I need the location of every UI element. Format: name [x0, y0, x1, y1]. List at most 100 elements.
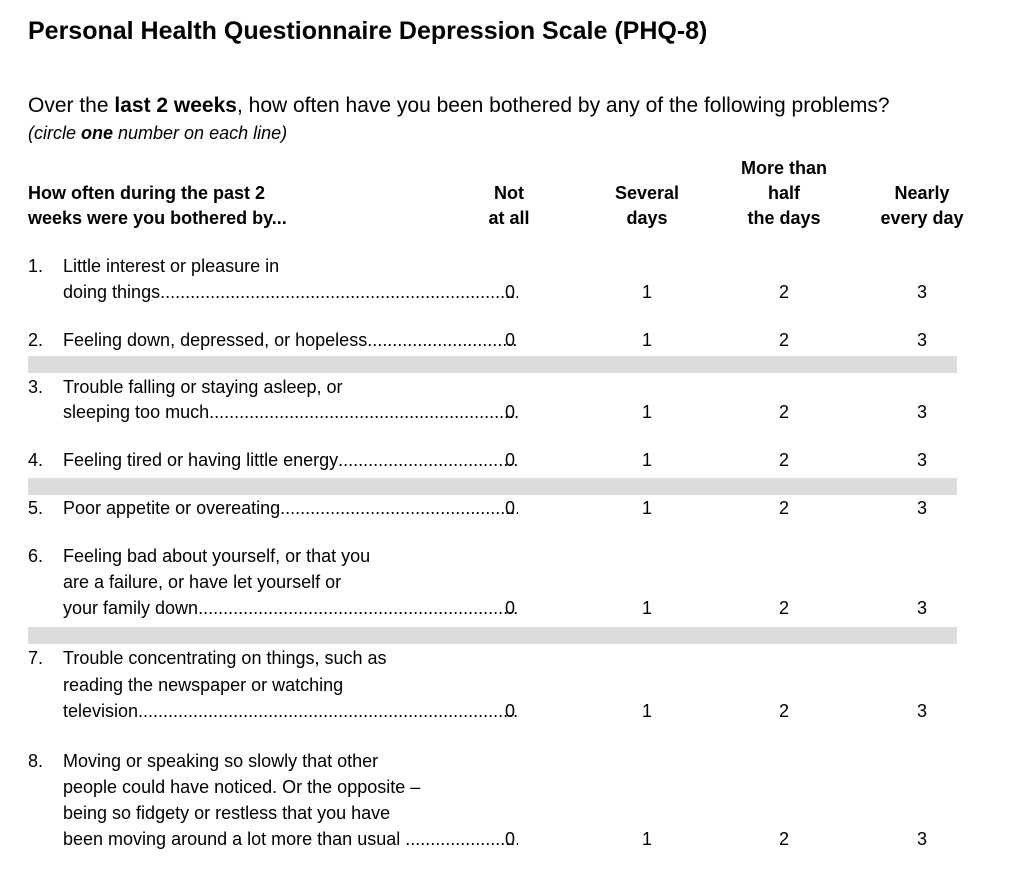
item-number: 5. — [28, 498, 44, 518]
item-last-line: been moving around a lot more than usual… — [63, 826, 518, 852]
item-number: 1. — [28, 256, 44, 276]
instruction: (circle one number on each line) — [28, 121, 287, 145]
score-option[interactable]: 1 — [641, 829, 652, 849]
row-header: How often during the past 2 weeks were y… — [28, 181, 287, 231]
question-emphasis: last 2 weeks — [114, 94, 237, 117]
score-option[interactable]: 0 — [504, 701, 515, 721]
row-separator-band — [28, 478, 957, 495]
item-number: 3. — [28, 377, 44, 397]
score-option[interactable]: 1 — [641, 450, 652, 470]
item-last-line: your family down .......................… — [63, 595, 518, 621]
score-option[interactable]: 2 — [778, 498, 789, 518]
item-last-line: Feeling tired or having little energy ..… — [63, 447, 518, 473]
row-separator-band — [28, 627, 957, 644]
score-option[interactable]: 1 — [641, 282, 652, 302]
question-pre: Over the — [28, 94, 115, 117]
instruction-pre: (circle — [28, 123, 81, 143]
item-last-line: Feeling down, depressed, or hopeless ...… — [63, 327, 518, 353]
question-post: , how often have you been bothered by an… — [236, 94, 890, 117]
score-option[interactable]: 3 — [916, 402, 927, 422]
score-option[interactable]: 0 — [504, 330, 515, 350]
item-text-line: people could have noticed. Or the opposi… — [63, 777, 421, 797]
item-last-line: doing things ...........................… — [63, 279, 518, 305]
column-header-line: More than — [740, 158, 827, 178]
dot-leader: ........................................… — [405, 829, 518, 849]
score-option[interactable]: 1 — [641, 701, 652, 721]
instruction-emphasis: one — [81, 123, 114, 143]
column-header-more-than-half: More than half the days — [724, 156, 844, 231]
score-option[interactable]: 0 — [504, 450, 515, 470]
column-header-line: half — [767, 183, 800, 203]
score-option[interactable]: 3 — [916, 282, 927, 302]
score-option[interactable]: 2 — [778, 450, 789, 470]
question-prompt: Over the last 2 weeks, how often have yo… — [28, 92, 890, 120]
column-header-nearly-every-day: Nearly every day — [862, 181, 982, 231]
item-last-line: television .............................… — [63, 698, 518, 724]
row-header-line: How often during the past 2 — [28, 183, 265, 203]
item-text-line: Feeling tired or having little energy — [63, 450, 339, 470]
item-text-line: sleeping too much — [63, 402, 210, 422]
column-header-line: the days — [747, 208, 821, 228]
row-separator-band — [28, 356, 957, 373]
score-option[interactable]: 1 — [641, 598, 652, 618]
item-text-line: Poor appetite or overeating — [63, 498, 281, 518]
score-option[interactable]: 3 — [916, 701, 927, 721]
column-header-line: every day — [880, 208, 964, 228]
score-option[interactable]: 2 — [778, 330, 789, 350]
score-option[interactable]: 1 — [641, 330, 652, 350]
score-option[interactable]: 0 — [504, 829, 515, 849]
score-option[interactable]: 3 — [916, 829, 927, 849]
dot-leader: ........................................… — [280, 498, 518, 518]
score-option[interactable]: 0 — [504, 598, 515, 618]
dot-leader: ........................................… — [160, 282, 518, 302]
item-text-line: are a failure, or have let yourself or — [63, 572, 342, 592]
score-option[interactable]: 0 — [504, 282, 515, 302]
score-option[interactable]: 1 — [641, 402, 652, 422]
item-number: 4. — [28, 450, 44, 470]
item-text-line: Trouble falling or staying asleep, or — [63, 377, 343, 397]
item-text-line: doing things — [63, 282, 161, 302]
dot-leader: ........................................… — [198, 598, 518, 618]
column-header-line: Nearly — [894, 183, 950, 203]
item-last-line: Poor appetite or overeating ............… — [63, 495, 518, 521]
item-text-line: your family down — [63, 598, 199, 618]
column-header-line: Not — [494, 183, 524, 203]
item-text-line: Feeling down, depressed, or hopeless — [63, 330, 368, 350]
dot-leader: ........................................… — [138, 701, 518, 721]
page-title: Personal Health Questionnaire Depression… — [28, 17, 708, 45]
score-option[interactable]: 2 — [778, 598, 789, 618]
item-text-line: being so fidgety or restless that you ha… — [63, 803, 391, 823]
row-header-line: weeks were you bothered by... — [28, 208, 287, 228]
score-option[interactable]: 0 — [504, 498, 515, 518]
item-text-line: television — [63, 701, 139, 721]
score-option[interactable]: 3 — [916, 330, 927, 350]
column-header-several-days: Several days — [597, 181, 697, 231]
dot-leader: ........................................… — [367, 330, 518, 350]
score-option[interactable]: 2 — [778, 701, 789, 721]
item-number: 2. — [28, 330, 44, 350]
dot-leader: ........................................… — [209, 402, 518, 422]
score-option[interactable]: 3 — [916, 598, 927, 618]
score-option[interactable]: 1 — [641, 498, 652, 518]
item-text-line: Feeling bad about yourself, or that you — [63, 546, 371, 566]
item-number: 8. — [28, 751, 44, 771]
item-text-line: reading the newspaper or watching — [63, 675, 344, 695]
column-header-line: Several — [614, 183, 680, 203]
column-header-line: at all — [488, 208, 530, 228]
dot-leader: ........................................… — [338, 450, 518, 470]
score-option[interactable]: 2 — [778, 829, 789, 849]
item-text-line: Moving or speaking so slowly that other — [63, 751, 379, 771]
score-option[interactable]: 0 — [504, 402, 515, 422]
item-last-line: sleeping too much ......................… — [63, 399, 518, 425]
score-option[interactable]: 2 — [778, 282, 789, 302]
item-text-line: Trouble concentrating on things, such as — [63, 648, 387, 668]
score-option[interactable]: 3 — [916, 498, 927, 518]
item-text-line: been moving around a lot more than usual — [63, 829, 401, 849]
column-header-not-at-all: Not at all — [469, 181, 549, 231]
item-text-line: Little interest or pleasure in — [63, 256, 280, 276]
score-option[interactable]: 3 — [916, 450, 927, 470]
item-number: 6. — [28, 546, 44, 566]
instruction-post: number on each line) — [113, 123, 288, 143]
score-option[interactable]: 2 — [778, 402, 789, 422]
